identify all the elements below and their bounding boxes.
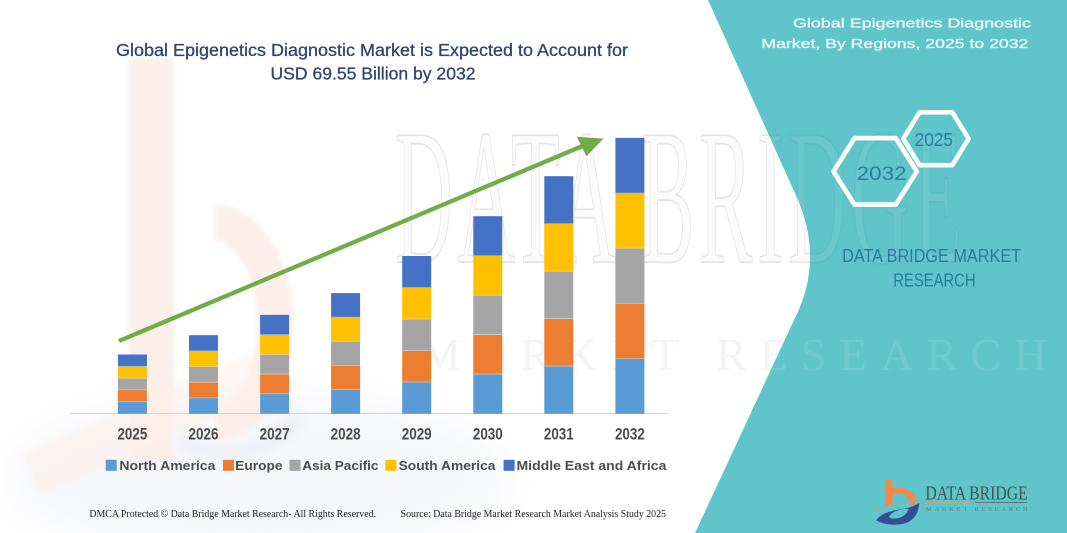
svg-text:2029: 2029 — [402, 425, 432, 444]
svg-text:Middle East and Africa: Middle East and Africa — [517, 458, 668, 473]
svg-text:2031: 2031 — [544, 425, 574, 444]
svg-text:Market, By Regions, 2025 to 20: Market, By Regions, 2025 to 2032 — [761, 36, 1028, 51]
svg-text:2028: 2028 — [331, 425, 361, 444]
svg-text:2025: 2025 — [915, 130, 953, 150]
svg-text:Global Epigenetics Diagnostic: Global Epigenetics Diagnostic — [793, 16, 1032, 31]
svg-text:South America: South America — [399, 458, 497, 473]
svg-text:2030: 2030 — [473, 425, 503, 444]
svg-text:MARKET RESEARCH: MARKET RESEARCH — [926, 506, 1028, 513]
svg-text:Europe: Europe — [235, 458, 282, 473]
svg-text:2032: 2032 — [615, 425, 645, 444]
svg-text:2026: 2026 — [189, 425, 219, 444]
svg-text:Source: Data Bridge Market Res: Source: Data Bridge Market Research Mark… — [401, 509, 666, 520]
svg-text:RESEARCH: RESEARCH — [893, 271, 975, 291]
svg-text:2032: 2032 — [857, 164, 907, 185]
svg-text:DATA BRIDGE MARKET: DATA BRIDGE MARKET — [842, 246, 1021, 266]
svg-text:DMCA Protected © Data Bridge M: DMCA Protected © Data Bridge Market Rese… — [89, 509, 376, 520]
svg-text:USD 69.55 Billion by 2032: USD 69.55 Billion by 2032 — [271, 64, 476, 84]
svg-text:Asia Pacific: Asia Pacific — [302, 458, 378, 473]
svg-text:North America: North America — [119, 458, 216, 473]
svg-text:2025: 2025 — [117, 425, 147, 444]
svg-text:Global Epigenetics Diagnostic: Global Epigenetics Diagnostic Market is … — [116, 40, 628, 60]
svg-text:2027: 2027 — [260, 425, 290, 444]
svg-text:DATA BRIDGE: DATA BRIDGE — [925, 482, 1027, 504]
